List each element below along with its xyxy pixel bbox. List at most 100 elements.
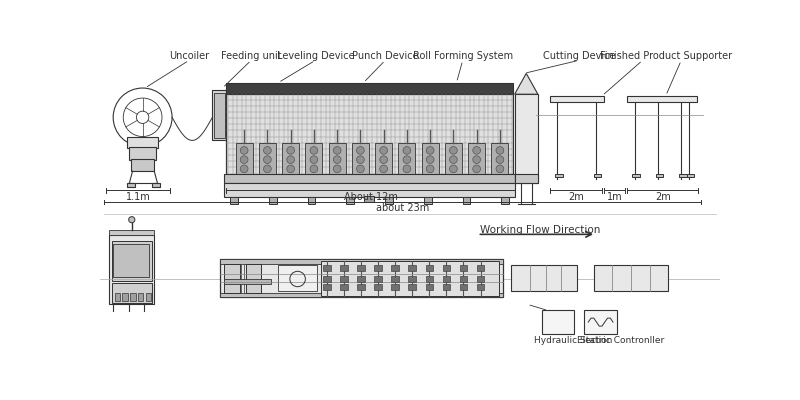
Bar	[122, 293, 128, 300]
Bar	[130, 146, 156, 160]
Bar	[409, 284, 416, 290]
Text: Feeding unit: Feeding unit	[221, 51, 282, 61]
Text: About 12m: About 12m	[343, 192, 398, 202]
Circle shape	[426, 146, 434, 154]
Circle shape	[263, 156, 271, 164]
Bar	[550, 96, 604, 102]
Bar	[323, 276, 331, 282]
Bar	[584, 310, 617, 334]
Bar	[391, 265, 399, 271]
Text: Leveling Device: Leveling Device	[277, 51, 354, 61]
Circle shape	[240, 146, 248, 154]
Bar	[459, 265, 467, 271]
Bar	[323, 265, 331, 271]
Bar	[491, 143, 509, 174]
Bar	[426, 265, 434, 271]
Text: Roll Forming System: Roll Forming System	[413, 51, 513, 61]
Bar	[391, 276, 399, 282]
Bar	[442, 276, 450, 282]
Text: Uncoiler: Uncoiler	[169, 51, 209, 61]
Bar	[422, 143, 438, 174]
Bar	[346, 197, 354, 204]
Bar	[374, 265, 382, 271]
Bar	[220, 259, 503, 264]
Bar	[445, 143, 462, 174]
Circle shape	[496, 146, 504, 154]
Bar	[278, 265, 317, 291]
Bar	[130, 293, 136, 300]
Bar	[375, 143, 392, 174]
Text: Cutting Device: Cutting Device	[542, 51, 615, 61]
Bar	[152, 183, 160, 186]
Circle shape	[286, 156, 294, 164]
Polygon shape	[514, 74, 538, 94]
Bar	[241, 264, 244, 293]
Text: 1m: 1m	[606, 192, 622, 202]
Bar	[269, 197, 277, 204]
Circle shape	[403, 156, 410, 164]
Bar	[459, 276, 467, 282]
Bar	[226, 94, 513, 175]
Bar	[514, 94, 538, 183]
Bar	[477, 276, 485, 282]
Bar	[633, 174, 640, 177]
Bar	[114, 293, 120, 300]
Circle shape	[403, 165, 410, 173]
Bar	[424, 197, 432, 204]
Circle shape	[496, 156, 504, 164]
Circle shape	[357, 165, 364, 173]
Bar	[374, 276, 382, 282]
Bar	[462, 197, 470, 204]
Bar	[358, 276, 365, 282]
Circle shape	[380, 156, 387, 164]
Circle shape	[263, 146, 271, 154]
Bar	[398, 143, 415, 174]
Bar	[502, 197, 509, 204]
Bar	[510, 265, 577, 291]
Circle shape	[357, 146, 364, 154]
Circle shape	[310, 156, 318, 164]
Circle shape	[380, 165, 387, 173]
Circle shape	[357, 156, 364, 164]
Circle shape	[426, 156, 434, 164]
Bar	[112, 241, 152, 281]
Bar	[477, 284, 485, 290]
Bar	[127, 183, 135, 186]
Text: 2m: 2m	[654, 192, 670, 202]
Bar	[212, 90, 226, 140]
Bar	[224, 264, 239, 293]
Circle shape	[496, 165, 504, 173]
Bar	[146, 293, 151, 300]
Bar	[246, 264, 262, 293]
Bar	[409, 276, 416, 282]
Bar	[594, 265, 668, 291]
Circle shape	[263, 165, 271, 173]
Circle shape	[310, 146, 318, 154]
Circle shape	[240, 165, 248, 173]
Bar	[386, 197, 393, 204]
Circle shape	[473, 156, 481, 164]
Bar	[308, 197, 315, 204]
Bar	[224, 183, 515, 197]
Bar	[555, 174, 562, 177]
Bar	[323, 284, 331, 290]
Text: 2m: 2m	[568, 192, 584, 202]
Text: Punch Device: Punch Device	[352, 51, 418, 61]
Bar	[230, 197, 238, 204]
Bar	[686, 174, 694, 177]
Bar	[426, 276, 434, 282]
Bar	[477, 265, 485, 271]
Text: Electric Contronller: Electric Contronller	[577, 336, 664, 345]
Circle shape	[334, 156, 341, 164]
Circle shape	[334, 146, 341, 154]
Bar	[138, 293, 143, 300]
Bar	[340, 284, 348, 290]
Bar	[220, 293, 503, 298]
Circle shape	[403, 146, 410, 154]
Bar	[224, 174, 515, 183]
Text: about 23m: about 23m	[376, 203, 429, 213]
Circle shape	[334, 165, 341, 173]
Bar	[329, 143, 346, 174]
Bar	[442, 284, 450, 290]
Circle shape	[473, 165, 481, 173]
